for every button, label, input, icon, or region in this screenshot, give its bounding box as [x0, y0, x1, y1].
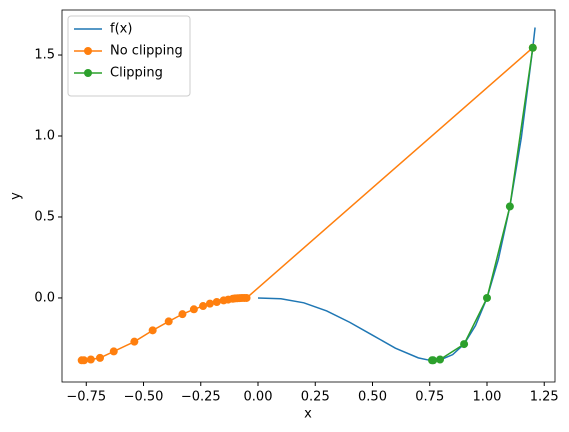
x-tick-label: 0.00	[244, 390, 273, 405]
point	[429, 356, 438, 365]
point	[96, 353, 105, 362]
legend-label: No clipping	[110, 44, 183, 59]
x-tick-label: 0.50	[358, 390, 387, 405]
point	[199, 302, 208, 311]
point	[189, 305, 198, 314]
point	[109, 347, 118, 356]
x-axis-label: x	[304, 407, 312, 422]
y-tick-label: 1.0	[34, 128, 55, 143]
y-tick-label: 1.5	[34, 48, 55, 63]
x-tick-label: 1.25	[530, 390, 559, 405]
point	[242, 293, 251, 302]
legend-marker	[84, 47, 92, 55]
x-tick-label: 1.00	[473, 390, 502, 405]
y-axis-label: y	[9, 192, 24, 200]
x-tick-label: 0.75	[415, 390, 444, 405]
point	[460, 340, 469, 349]
x-tick-label: −0.50	[124, 390, 164, 405]
point	[505, 202, 514, 211]
x-tick-label: 0.25	[301, 390, 330, 405]
point	[528, 43, 537, 52]
point	[130, 337, 139, 346]
legend-box	[67, 15, 191, 97]
x-tick-label: −0.25	[181, 390, 221, 405]
point	[164, 317, 173, 326]
point	[482, 293, 491, 302]
point	[79, 356, 88, 365]
legend-label: f(x)	[110, 22, 132, 37]
axes-frame	[61, 9, 556, 383]
series-line	[432, 47, 534, 362]
legend-marker	[84, 69, 92, 77]
y-tick-label: 0.5	[34, 209, 55, 224]
point	[212, 297, 221, 306]
point	[86, 355, 95, 364]
y-tick-label: 0.0	[34, 290, 55, 305]
point	[178, 310, 187, 319]
point	[148, 326, 157, 335]
point	[205, 299, 214, 308]
legend-label: Clipping	[110, 66, 163, 81]
x-tick-label: −0.75	[66, 390, 106, 405]
point	[436, 355, 445, 364]
series-line	[257, 27, 536, 362]
